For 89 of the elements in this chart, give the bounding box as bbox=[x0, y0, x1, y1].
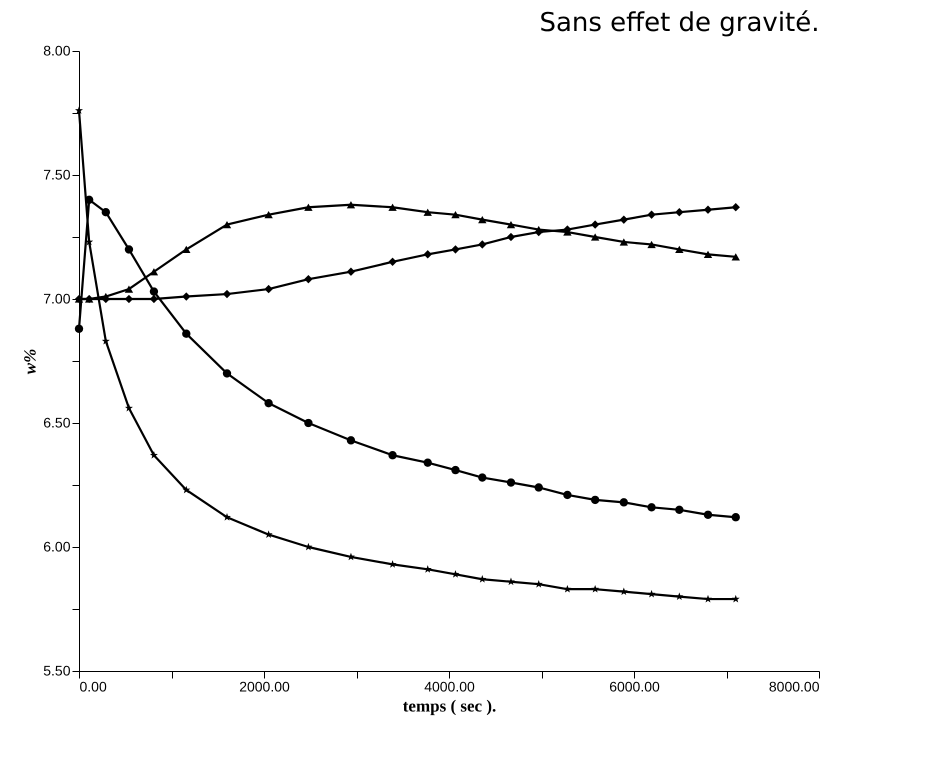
y-tick-label: 7.50 bbox=[43, 166, 71, 182]
point bbox=[346, 268, 356, 276]
y-tick-label: 6.00 bbox=[43, 538, 71, 554]
point bbox=[732, 253, 740, 260]
point bbox=[704, 510, 712, 519]
point bbox=[84, 196, 94, 204]
y-tick-label: 6.50 bbox=[43, 414, 71, 430]
point bbox=[704, 250, 712, 258]
point bbox=[264, 211, 273, 218]
point bbox=[647, 240, 656, 248]
point bbox=[506, 478, 516, 487]
point bbox=[102, 336, 110, 345]
point bbox=[150, 268, 158, 276]
point bbox=[346, 201, 356, 208]
point bbox=[124, 285, 134, 293]
point bbox=[388, 451, 397, 460]
point bbox=[675, 246, 684, 254]
point bbox=[424, 208, 432, 216]
point bbox=[620, 238, 628, 246]
point bbox=[182, 486, 190, 494]
point bbox=[182, 246, 190, 254]
point bbox=[534, 483, 543, 492]
point bbox=[124, 404, 133, 412]
y-tick-label: 8.00 bbox=[43, 42, 71, 58]
point bbox=[620, 215, 628, 224]
point bbox=[590, 233, 600, 241]
x-tick-label: 6000.00 bbox=[609, 678, 660, 694]
x-tick-label: 2000.00 bbox=[239, 678, 290, 694]
point bbox=[507, 578, 515, 586]
point bbox=[182, 330, 190, 338]
point bbox=[304, 274, 313, 284]
point bbox=[506, 232, 516, 242]
x-tick-label: 4000.00 bbox=[424, 678, 476, 694]
point bbox=[424, 250, 432, 259]
point bbox=[150, 287, 158, 296]
x-tick-label: 0.00 bbox=[80, 678, 107, 694]
y-axis-title: w% bbox=[20, 348, 40, 374]
chart-title: Sans effet de gravité. bbox=[539, 8, 820, 38]
point bbox=[590, 220, 600, 229]
point bbox=[478, 216, 486, 224]
point bbox=[222, 220, 232, 228]
point bbox=[704, 594, 712, 602]
point bbox=[182, 292, 190, 301]
point bbox=[534, 580, 543, 588]
point bbox=[222, 369, 232, 378]
point bbox=[124, 294, 134, 304]
point bbox=[591, 584, 600, 593]
point bbox=[620, 498, 628, 507]
point bbox=[388, 258, 397, 266]
point bbox=[304, 204, 313, 211]
point bbox=[704, 206, 712, 214]
point bbox=[124, 245, 134, 254]
point bbox=[732, 203, 740, 212]
point bbox=[675, 506, 684, 514]
point bbox=[74, 324, 84, 333]
point bbox=[388, 204, 397, 211]
point bbox=[264, 398, 273, 408]
point bbox=[75, 106, 83, 114]
y-tick-label: 5.50 bbox=[43, 662, 71, 678]
point bbox=[563, 584, 572, 593]
point bbox=[452, 570, 460, 578]
point bbox=[647, 210, 656, 219]
point bbox=[264, 284, 273, 294]
point bbox=[150, 451, 158, 459]
point bbox=[478, 473, 486, 482]
point bbox=[675, 592, 684, 600]
point bbox=[563, 490, 572, 500]
y-tick-label: 7.00 bbox=[43, 290, 71, 306]
point bbox=[478, 240, 486, 249]
point bbox=[222, 290, 232, 298]
point bbox=[102, 208, 110, 216]
point bbox=[675, 208, 684, 216]
point bbox=[506, 220, 516, 228]
point bbox=[451, 211, 460, 218]
point bbox=[647, 503, 656, 512]
point bbox=[424, 458, 432, 467]
x-tick-label: 8000.00 bbox=[768, 678, 820, 694]
point bbox=[304, 418, 313, 428]
point bbox=[732, 513, 740, 522]
point bbox=[223, 513, 231, 521]
point bbox=[346, 436, 356, 445]
point bbox=[620, 587, 628, 596]
point bbox=[732, 594, 740, 602]
point bbox=[451, 245, 460, 254]
point bbox=[451, 466, 460, 474]
point bbox=[150, 294, 158, 304]
point bbox=[648, 590, 656, 598]
x-axis-title: temps ( sec ). bbox=[402, 696, 496, 716]
point bbox=[590, 496, 600, 504]
